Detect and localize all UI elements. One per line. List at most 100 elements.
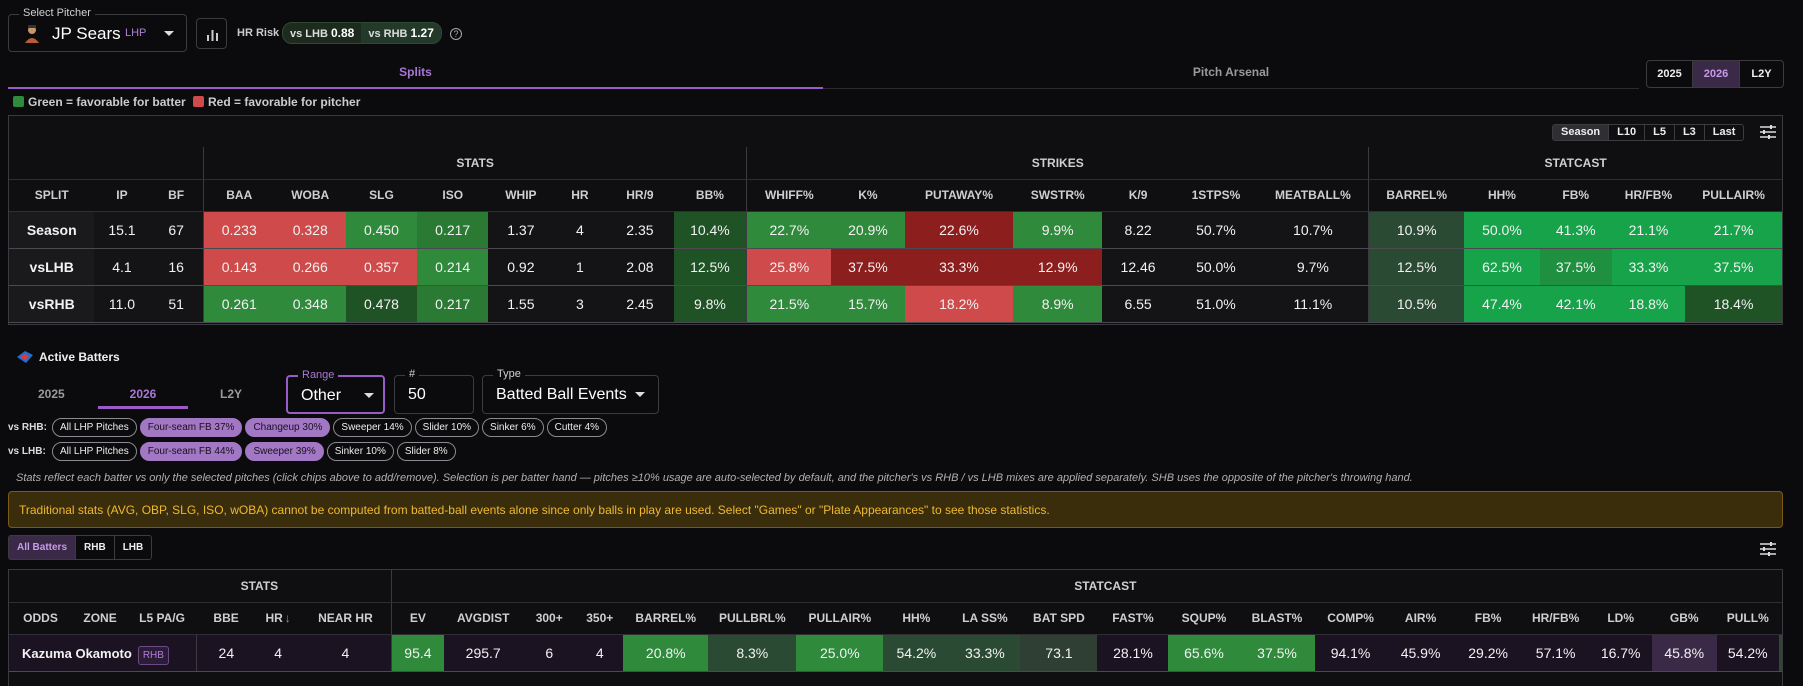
splits-col-header[interactable]: K% [831,179,905,212]
year-2026-button[interactable]: 2026 [1693,61,1740,87]
batters-col-header[interactable]: FB% [1454,602,1522,635]
pitch-filter-chip[interactable]: All LHP Pitches [52,418,137,437]
help-icon[interactable]: ? [450,28,462,40]
settings-sliders-icon[interactable] [1759,124,1777,140]
filter-all-batters-button[interactable]: All Batters [9,536,76,559]
splits-col-header[interactable]: BAA [202,179,275,212]
range-select[interactable]: Range Other [286,369,385,414]
splits-col-header[interactable]: HR [553,179,607,212]
tab-pitch-arsenal-label: Pitch Arsenal [1192,65,1270,79]
pitch-filter-chip[interactable]: All LHP Pitches [52,442,137,461]
pitch-filter-chip[interactable]: Sinker 6% [482,418,544,437]
splits-row: vsLHB 4.1 16 0.143 0.266 0.357 0.214 0.92 1 2.08 1… [9,248,1782,286]
batters-year-2026-tab[interactable]: 2026 [98,381,188,409]
batters-col-header-label: LD% [1607,611,1634,625]
settings-sliders-icon[interactable] [1759,541,1777,557]
split-cell: 37.5% [1539,248,1612,286]
chart-toggle-button[interactable] [196,18,227,49]
filter-rhb-button[interactable]: RHB [75,536,114,559]
splits-col-header[interactable]: K/9 [1101,179,1175,212]
tab-splits[interactable]: Splits [8,60,823,89]
pitch-filter-chip[interactable]: Four-seam FB 44% [139,442,243,461]
range-season-button[interactable]: Season [1553,125,1609,140]
batters-year-2025-tab[interactable]: 2025 [38,387,65,401]
batters-col-header[interactable]: HR/FB% [1521,602,1590,635]
table-row[interactable]: Kazuma Okamoto RHB 24 4 4 95.4 295.7 6 4 20.8% 8.3… [9,634,1782,672]
batters-col-header[interactable]: 300+ [522,602,577,635]
batters-col-header[interactable]: HR ↓ [256,602,301,635]
pitch-filter-chip[interactable]: Sweeper 14% [333,418,412,437]
batters-col-header[interactable]: ZONE [72,602,129,635]
batters-col-header[interactable]: NEAR HR [300,602,392,635]
batters-col-header[interactable]: AVGDIST [444,602,523,635]
pitch-filter-chip[interactable]: Slider 8% [396,442,456,461]
split-cell: 0.478 [345,285,418,323]
batter-name-cell[interactable]: Kazuma Okamoto RHB [9,634,197,672]
batter-stat-cell: 6 [522,634,577,672]
batters-col-header[interactable]: BBE [196,602,257,635]
batters-col-header[interactable]: 350+ [576,602,624,635]
batters-col-header-label: AIR% [1404,611,1437,625]
batters-col-header[interactable]: STR [1778,602,1782,635]
splits-col-header[interactable]: HH% [1464,179,1540,212]
splits-col-header[interactable]: SPLIT [9,179,95,212]
splits-col-header[interactable]: IP [94,179,150,212]
batters-col-header[interactable]: PULL% [1716,602,1779,635]
split-cell: 18.4% [1685,285,1782,323]
count-input[interactable]: # 50 [394,368,474,414]
batters-col-header[interactable]: BLAST% [1239,602,1315,635]
year-2025-button[interactable]: 2025 [1647,61,1693,87]
batters-col-header[interactable]: ODDS [9,602,73,635]
split-cell: 8.22 [1101,211,1175,249]
batters-col-header[interactable]: EV [390,602,445,635]
splits-col-header[interactable]: SWSTR% [1013,179,1102,212]
batters-col-header[interactable]: PULLBRL% [708,602,797,635]
pitcher-select[interactable]: Select Pitcher JP Sears LHP [8,7,187,52]
splits-col-header[interactable]: BARREL% [1368,179,1465,212]
batters-col-header[interactable]: FAST% [1097,602,1169,635]
splits-col-header[interactable]: SLG [345,179,418,212]
filter-lhb-button[interactable]: LHB [113,536,152,559]
batters-col-header[interactable]: BARREL% [623,602,709,635]
batters-col-header[interactable]: L5 PA/G [128,602,197,635]
batters-year-l2y-tab[interactable]: L2Y [220,387,243,401]
splits-col-header[interactable]: WHIFF% [746,179,832,212]
splits-col-header[interactable]: WOBA [274,179,346,212]
splits-col-header[interactable]: PULLAIR% [1685,179,1782,212]
batters-col-header[interactable]: GB% [1651,602,1717,635]
type-select[interactable]: Type Batted Ball Events [482,368,659,414]
batters-col-header[interactable]: COMP% [1314,602,1387,635]
splits-col-header[interactable]: ISO [417,179,489,212]
batters-col-header[interactable]: HH% [883,602,950,635]
splits-col-header[interactable]: MEATBALL% [1257,179,1369,212]
tab-pitch-arsenal[interactable]: Pitch Arsenal [823,60,1639,89]
year-l2y-button[interactable]: L2Y [1751,68,1772,80]
splits-col-header[interactable]: WHIP [488,179,554,212]
pitch-filter-chip[interactable]: Slider 10% [414,418,480,437]
range-l5-button[interactable]: L5 [1644,125,1674,140]
range-l10-button[interactable]: L10 [1608,125,1644,140]
pitch-filter-chip[interactable]: Changeup 30% [245,418,331,437]
pitch-filter-chip[interactable]: Sweeper 39% [245,442,324,461]
splits-col-header[interactable]: HR/FB% [1611,179,1686,212]
pitch-filter-chip[interactable]: Cutter 4% [546,418,608,437]
split-cell: 0.261 [202,285,275,323]
range-last-button[interactable]: Last [1703,125,1744,140]
splits-col-header[interactable]: FB% [1539,179,1612,212]
batters-col-header[interactable]: SQUP% [1168,602,1240,635]
batters-col-header[interactable]: AIR% [1386,602,1455,635]
splits-col-header[interactable]: HR/9 [606,179,674,212]
pitch-filter-chip[interactable]: Sinker 10% [326,442,394,461]
batters-col-header[interactable]: LD% [1589,602,1652,635]
splits-col-header[interactable]: 1STPS% [1174,179,1258,212]
range-l3-button[interactable]: L3 [1673,125,1704,140]
splits-group-stats: STATS [202,147,747,180]
batters-col-header[interactable]: LA SS% [949,602,1021,635]
pitch-filter-chip[interactable]: Four-seam FB 37% [139,418,243,437]
splits-col-header[interactable]: PUTAWAY% [904,179,1014,212]
splits-group-spacer [9,147,204,180]
batters-col-header[interactable]: PULLAIR% [796,602,884,635]
batters-col-header[interactable]: BAT SPD [1020,602,1098,635]
splits-col-header[interactable]: BF [149,179,204,212]
splits-col-header[interactable]: BB% [673,179,747,212]
